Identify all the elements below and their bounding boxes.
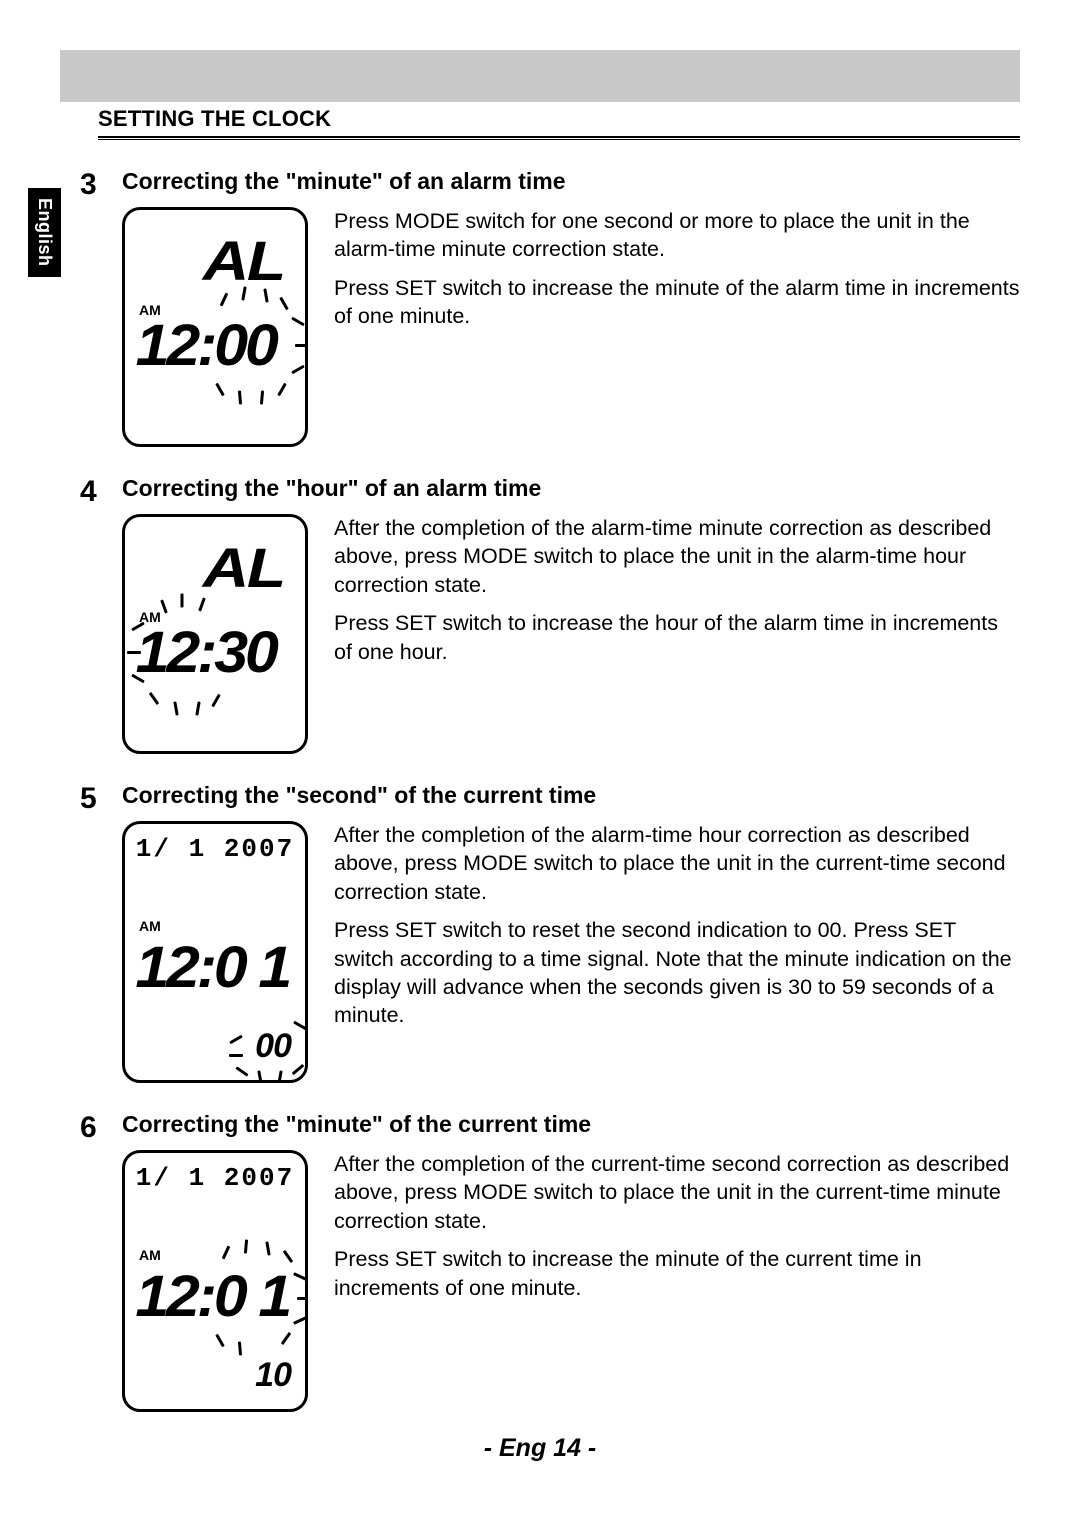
step-title: Correcting the "minute" of the current t…	[122, 1111, 1020, 1138]
paragraph: Press SET switch to increase the minute …	[334, 1245, 1020, 1302]
lcd-illustration: AM AL 12:00	[122, 207, 308, 447]
am-indicator: AM	[139, 1247, 161, 1263]
step-content: AM AL 12:30	[122, 514, 1020, 754]
step-content: 1/ 1 2007 AM 12:0 1 00	[122, 821, 1020, 1083]
time-display: 12:0 1	[135, 1263, 289, 1330]
paragraph: After the completion of the current-time…	[334, 1150, 1020, 1235]
step-5: 5 Correcting the "second" of the current…	[80, 782, 1020, 1083]
paragraph: Press SET switch to increase the hour of…	[334, 609, 1020, 666]
step-3: 3 Correcting the "minute" of an alarm ti…	[80, 168, 1020, 447]
lcd-illustration: 1/ 1 2007 AM 12:0 1 00	[122, 821, 308, 1083]
step-number: 3	[80, 168, 122, 447]
step-content: 1/ 1 2007 AM 12:0 1 10	[122, 1150, 1020, 1412]
time-display: 12:00	[136, 312, 276, 379]
page: SETTING THE CLOCK English 3 Correcting t…	[0, 0, 1080, 1535]
paragraph: Press SET switch to reset the second ind…	[334, 916, 1020, 1030]
step-body: Correcting the "second" of the current t…	[122, 782, 1020, 1083]
step-body: Correcting the "minute" of an alarm time…	[122, 168, 1020, 447]
step-content: AM AL 12:00	[122, 207, 1020, 447]
step-title: Correcting the "second" of the current t…	[122, 782, 1020, 809]
date-display: 1/ 1 2007	[125, 1163, 305, 1193]
step-text: After the completion of the alarm-time h…	[334, 821, 1020, 1083]
alarm-label: AL	[203, 535, 284, 600]
step-4: 4 Correcting the "hour" of an alarm time…	[80, 475, 1020, 754]
lcd-illustration: 1/ 1 2007 AM 12:0 1 10	[122, 1150, 308, 1412]
step-text: Press MODE switch for one second or more…	[334, 207, 1020, 447]
am-indicator: AM	[139, 918, 161, 934]
paragraph: After the completion of the alarm-time m…	[334, 514, 1020, 599]
alarm-label: AL	[203, 228, 284, 293]
step-number: 5	[80, 782, 122, 1083]
lcd-screen: 1/ 1 2007 AM 12:0 1 00	[122, 821, 308, 1083]
time-display: 12:0 1	[135, 934, 289, 1001]
section-title-row: SETTING THE CLOCK	[98, 106, 1020, 138]
step-title: Correcting the "minute" of an alarm time	[122, 168, 1020, 195]
paragraph: After the completion of the alarm-time h…	[334, 821, 1020, 906]
seconds-display: 00	[255, 1027, 291, 1066]
header-bar	[60, 50, 1020, 102]
paragraph: Press MODE switch for one second or more…	[334, 207, 1020, 264]
lcd-illustration: AM AL 12:30	[122, 514, 308, 754]
lcd-screen: AM AL 12:30	[122, 514, 308, 754]
date-display: 1/ 1 2007	[125, 834, 305, 864]
step-number: 4	[80, 475, 122, 754]
paragraph: Press SET switch to increase the minute …	[334, 274, 1020, 331]
language-tab: English	[28, 188, 61, 277]
step-body: Correcting the "minute" of the current t…	[122, 1111, 1020, 1412]
step-number: 6	[80, 1111, 122, 1412]
lcd-screen: AM AL 12:00	[122, 207, 308, 447]
time-display: 12:30	[136, 619, 276, 686]
page-footer: - Eng 14 -	[0, 1434, 1080, 1463]
section-title: SETTING THE CLOCK	[98, 106, 331, 132]
step-body: Correcting the "hour" of an alarm time A…	[122, 475, 1020, 754]
step-6: 6 Correcting the "minute" of the current…	[80, 1111, 1020, 1412]
step-text: After the completion of the current-time…	[334, 1150, 1020, 1412]
section-title-underline	[98, 139, 1020, 140]
step-text: After the completion of the alarm-time m…	[334, 514, 1020, 754]
lcd-screen: 1/ 1 2007 AM 12:0 1 10	[122, 1150, 308, 1412]
seconds-display: 10	[255, 1356, 291, 1395]
step-title: Correcting the "hour" of an alarm time	[122, 475, 1020, 502]
